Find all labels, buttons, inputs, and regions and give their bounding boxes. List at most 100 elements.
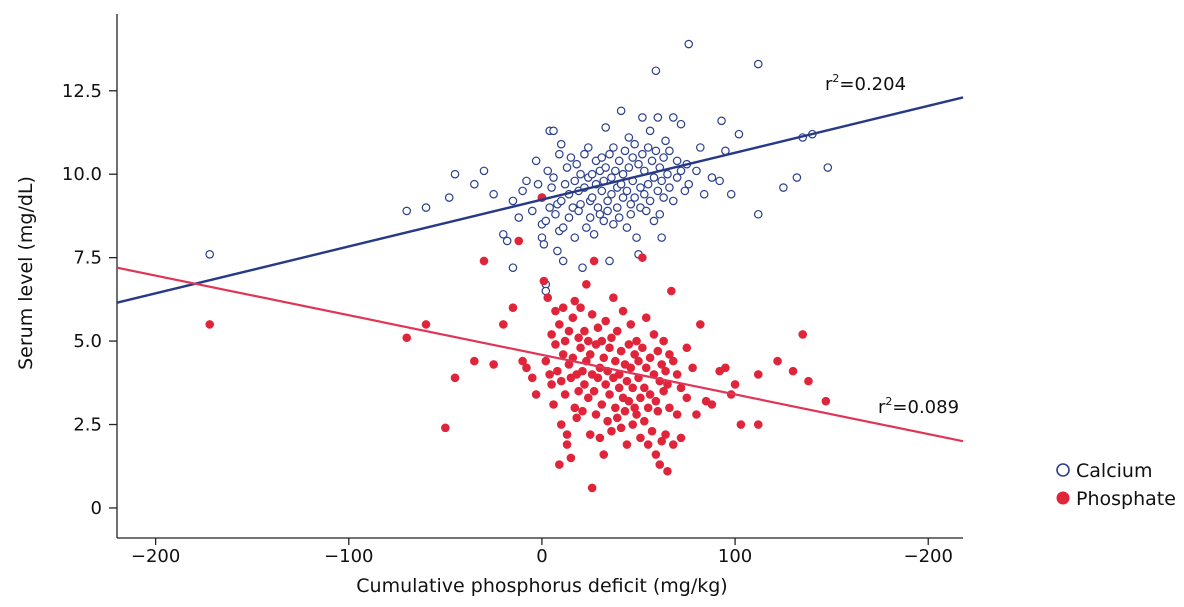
calcium-point <box>638 149 647 159</box>
calcium-point <box>539 239 549 249</box>
calcium-point <box>630 193 639 202</box>
phosphate-point <box>558 303 568 313</box>
calcium-point <box>726 189 736 199</box>
axes: 0 2.5 5.0 7.5 10.0 12.5 −200 −100 0 100 −200 <box>62 14 963 567</box>
calcium-point <box>717 116 726 126</box>
phosphate-point <box>605 343 614 353</box>
calcium-point <box>609 143 618 152</box>
calcium-point <box>205 250 215 259</box>
calcium-point <box>562 163 572 172</box>
calcium-point <box>645 126 655 136</box>
legend-phosphate-marker <box>1056 491 1070 505</box>
calcium-point <box>599 216 609 226</box>
phosphate-point <box>578 406 587 416</box>
phosphate-point <box>527 373 537 383</box>
phosphate-point <box>560 390 570 399</box>
calcium-point <box>645 196 655 206</box>
calcium-point <box>680 186 690 196</box>
phosphate-point <box>641 363 651 373</box>
phosphate-point <box>558 350 568 359</box>
legend-phosphate-label: Phosphate <box>1076 488 1176 510</box>
phosphate-point <box>657 436 666 446</box>
phosphate-point <box>640 416 649 426</box>
phosphate-point <box>601 380 610 389</box>
calcium-point <box>560 179 570 189</box>
calcium-point <box>640 189 649 199</box>
phosphate-point <box>798 330 807 339</box>
phosphate-point <box>566 453 576 463</box>
phosphate-point <box>580 380 589 389</box>
phosphate-point <box>626 363 636 373</box>
phosphate-point <box>580 326 589 336</box>
phosphate-point <box>668 440 678 449</box>
x-tick-label: −200 <box>131 546 180 567</box>
phosphate-point <box>643 403 653 413</box>
calcium-point <box>555 149 564 159</box>
phosphate-point <box>730 380 740 389</box>
phosphate-point <box>640 383 649 393</box>
phosphate-point <box>585 350 595 359</box>
calcium-point <box>531 156 541 166</box>
calcium-point <box>657 176 666 186</box>
calcium-point <box>632 233 641 242</box>
phosphate-point <box>672 410 682 419</box>
phosphate-point <box>638 253 647 262</box>
calcium-point <box>553 246 562 256</box>
calcium-point <box>611 166 620 176</box>
phosphate-point <box>643 440 653 449</box>
calcium-point <box>707 173 717 182</box>
calcium-point <box>508 196 518 206</box>
phosphate-point <box>605 390 614 399</box>
y-tick-label: 5.0 <box>73 331 102 352</box>
phosphate-point <box>655 460 665 469</box>
calcium-point <box>663 169 672 179</box>
phosphate-point <box>583 393 593 403</box>
phosphate-point <box>543 293 553 302</box>
phosphate-point <box>616 346 626 356</box>
phosphate-point <box>624 396 634 406</box>
phosphate-point <box>773 356 782 366</box>
phosphate-point <box>626 320 636 329</box>
phosphate-point <box>583 336 593 346</box>
calcium-point <box>533 179 543 189</box>
phosphate-point <box>632 410 641 419</box>
calcium-point <box>636 183 645 192</box>
phosphate-point <box>661 366 670 376</box>
calcium-point <box>543 166 553 176</box>
calcium-point <box>753 59 763 69</box>
phosphate-point <box>601 316 610 326</box>
phosphate-point <box>587 310 597 319</box>
calcium-point <box>589 229 599 239</box>
x-tick-label: −200 <box>904 546 953 567</box>
phosphate-point <box>205 320 215 329</box>
calcium-point <box>595 209 605 219</box>
phosphate-point <box>611 403 620 413</box>
calcium-point <box>624 163 634 172</box>
phosphate-point <box>450 373 460 383</box>
phosphate-point <box>641 313 651 323</box>
calcium-r2-label: r2=0.204 <box>825 72 906 95</box>
calcium-point <box>649 173 659 182</box>
calcium-point <box>616 106 626 116</box>
calcium-point <box>734 129 744 139</box>
phosphate-point <box>549 400 558 409</box>
phosphate-point <box>607 333 616 343</box>
calcium-series <box>205 39 833 296</box>
calcium-point <box>609 219 618 229</box>
calcium-point <box>668 113 678 122</box>
calcium-point <box>508 263 518 272</box>
calcium-point <box>556 196 566 206</box>
phosphate-point <box>653 346 663 356</box>
phosphate-point <box>470 356 479 366</box>
x-axis-title: Cumulative phosphorus deficit (mg/kg) <box>356 575 727 597</box>
phosphate-point <box>562 430 572 439</box>
calcium-point <box>643 143 653 152</box>
phosphate-point <box>676 433 686 443</box>
calcium-point <box>753 209 763 219</box>
calcium-point <box>651 146 661 156</box>
phosphate-point <box>628 383 638 393</box>
calcium-point <box>502 236 512 246</box>
phosphate-point <box>736 420 746 429</box>
phosphate-point <box>688 363 697 373</box>
